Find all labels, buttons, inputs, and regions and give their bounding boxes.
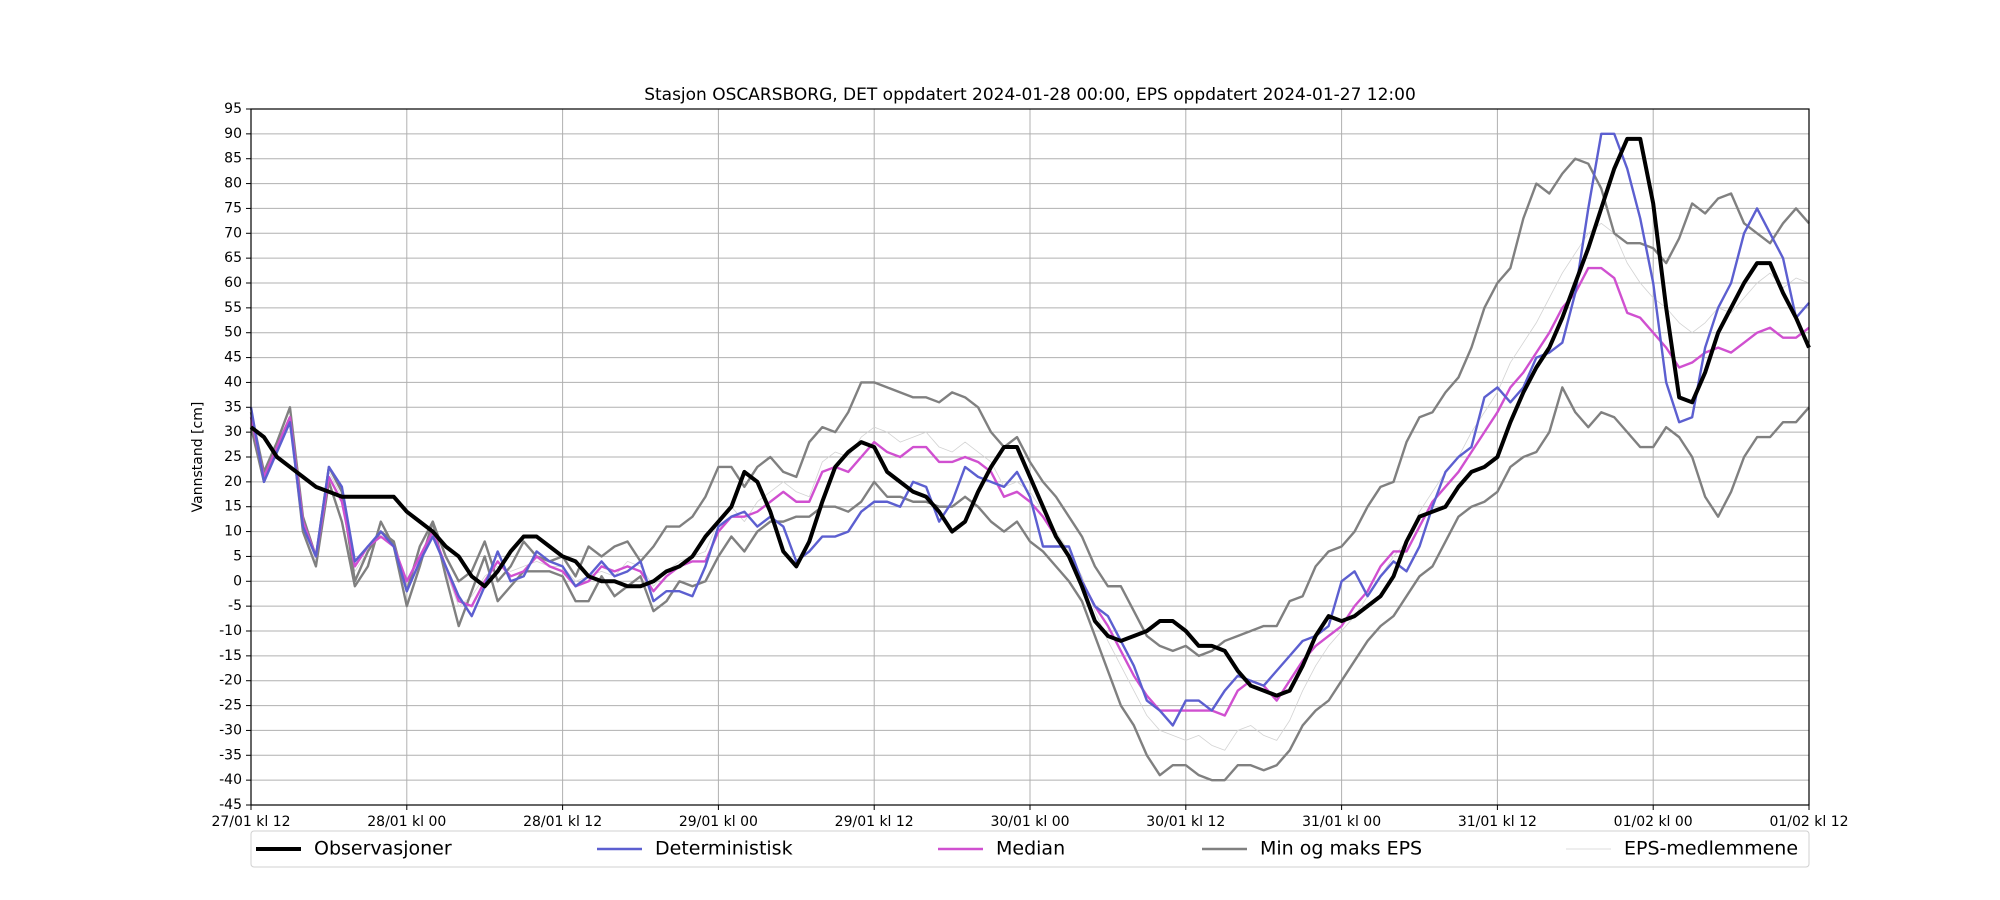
y-tick-label: 50 xyxy=(224,325,242,341)
legend-label: Min og maks EPS xyxy=(1260,838,1422,860)
y-tick-label: 15 xyxy=(224,499,242,515)
y-tick-label: -30 xyxy=(219,722,242,738)
y-tick-label: 30 xyxy=(224,424,242,440)
data-line xyxy=(249,386,1810,782)
data-line xyxy=(249,132,1810,727)
y-tick-label: -5 xyxy=(228,598,242,614)
x-tick-label: 31/01 kl 12 xyxy=(1458,814,1537,830)
y-tick-label: 35 xyxy=(224,399,242,415)
y-tick-label: 20 xyxy=(224,474,242,490)
y-tick-label: 55 xyxy=(224,300,242,316)
y-tick-label: 5 xyxy=(233,548,242,564)
data-line xyxy=(250,222,1810,751)
y-tick-label: -40 xyxy=(219,772,242,788)
x-tick-label: 01/02 kl 00 xyxy=(1614,814,1693,830)
y-tick-label: 10 xyxy=(224,524,242,540)
y-tick-label: 40 xyxy=(224,374,242,390)
legend-label: EPS-medlemmene xyxy=(1624,838,1798,860)
y-tick-label: 85 xyxy=(224,151,242,167)
y-tick-label: -20 xyxy=(219,673,242,689)
x-tick-label: 27/01 kl 12 xyxy=(211,814,290,830)
y-tick-label: -25 xyxy=(219,698,242,714)
y-tick-label: 0 xyxy=(233,573,242,589)
y-tick-label: 75 xyxy=(224,200,242,216)
plot-lines xyxy=(249,132,1811,782)
y-tick-label: 65 xyxy=(224,250,242,266)
x-tick-label: 28/01 kl 00 xyxy=(367,814,446,830)
legend-label: Deterministisk xyxy=(655,838,793,860)
y-tick-label: 80 xyxy=(224,176,242,192)
data-line xyxy=(249,266,1810,717)
legend: Observasjoner Deterministisk Median Min og … xyxy=(256,838,1798,860)
x-tick-label: 28/01 kl 12 xyxy=(523,814,602,830)
y-tick-label: 70 xyxy=(224,225,242,241)
x-tick-label: 29/01 kl 00 xyxy=(679,814,758,830)
y-tick-label: -35 xyxy=(219,747,242,763)
y-tick-label: 45 xyxy=(224,350,242,366)
x-tick-label: 31/01 kl 00 xyxy=(1302,814,1381,830)
y-tick-label: 95 xyxy=(224,101,242,117)
y-tick-label: 90 xyxy=(224,126,242,142)
y-tick-label: -45 xyxy=(219,797,242,813)
x-tick-label: 29/01 kl 12 xyxy=(835,814,914,830)
x-tick-label: 30/01 kl 12 xyxy=(1146,814,1225,830)
legend-box xyxy=(250,830,1810,868)
y-tick-label: -10 xyxy=(219,623,242,639)
y-tick-label: 25 xyxy=(224,449,242,465)
data-line xyxy=(249,136,1811,698)
legend-label: Median xyxy=(996,838,1065,860)
x-tick-label: 01/02 kl 12 xyxy=(1769,814,1848,830)
x-tick-label: 30/01 kl 00 xyxy=(990,814,1069,830)
chart-title: Stasjon OSCARSBORG, DET oppdatert 2024-0… xyxy=(644,85,1416,105)
legend-label: Observasjoner xyxy=(314,838,452,860)
data-line xyxy=(249,157,1810,658)
y-axis-label: Vannstand [cm] xyxy=(190,402,206,513)
y-tick-label: -15 xyxy=(219,648,242,664)
plot-frame xyxy=(250,108,1810,806)
y-tick-label: 60 xyxy=(224,275,242,291)
